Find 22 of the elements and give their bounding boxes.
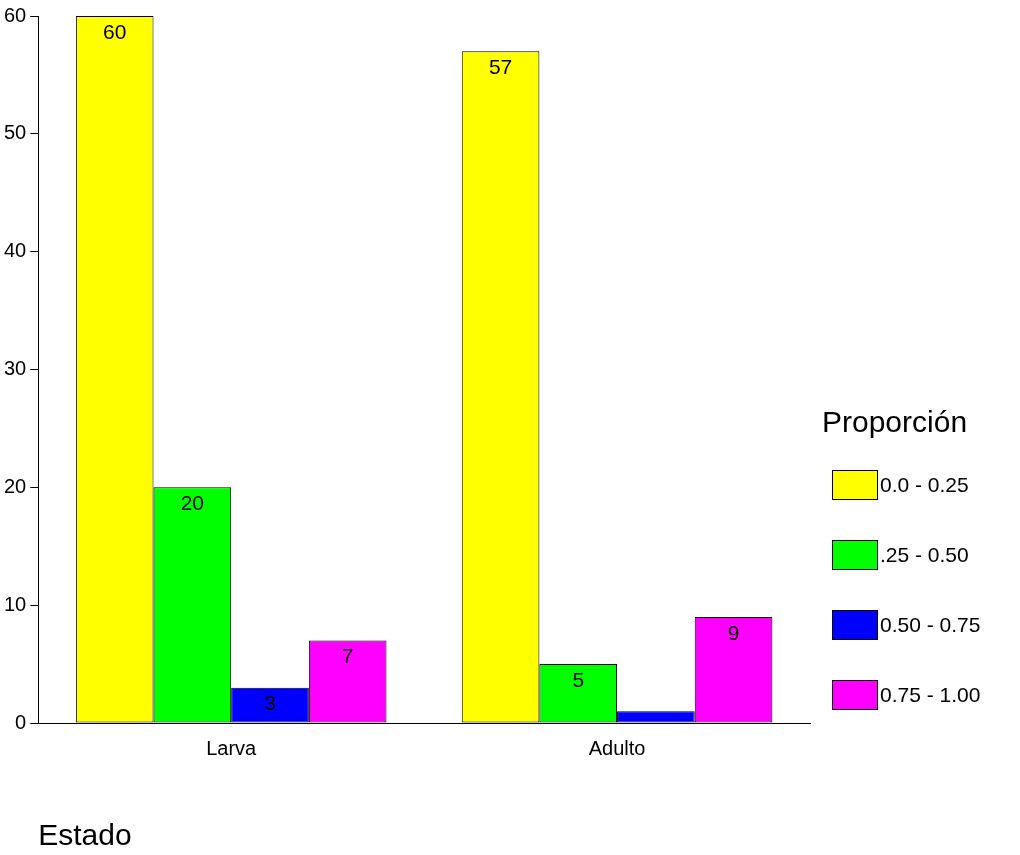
x-axis-title: Estado bbox=[38, 818, 132, 852]
x-tick-label: Larva bbox=[206, 736, 258, 759]
y-tick-label: 40 bbox=[4, 239, 27, 262]
data-label: 20 bbox=[180, 491, 205, 515]
y-tick-label: 50 bbox=[4, 121, 27, 144]
legend-title: Proporción bbox=[822, 405, 969, 439]
legend-label: 0.0 - 0.25 bbox=[880, 472, 969, 497]
data-label: 7 bbox=[341, 644, 354, 668]
legend-label: 0.75 - 1.00 bbox=[880, 682, 981, 707]
legend-label: .25 - 0.50 bbox=[880, 542, 969, 567]
y-tick-label: 0 bbox=[15, 710, 27, 733]
y-tick-label: 20 bbox=[4, 474, 27, 497]
y-tick-label: 60 bbox=[4, 3, 27, 26]
data-label: 3 bbox=[264, 691, 276, 715]
x-tick-label: Adulto bbox=[588, 736, 646, 759]
y-tick-label: 10 bbox=[4, 592, 27, 615]
legend-label: 0.50 - 0.75 bbox=[880, 612, 981, 637]
data-label: 5 bbox=[572, 667, 585, 691]
data-label: 57 bbox=[488, 55, 513, 79]
data-label: 9 bbox=[727, 620, 740, 644]
y-tick-label: 30 bbox=[4, 357, 27, 380]
data-label: 60 bbox=[103, 19, 127, 43]
